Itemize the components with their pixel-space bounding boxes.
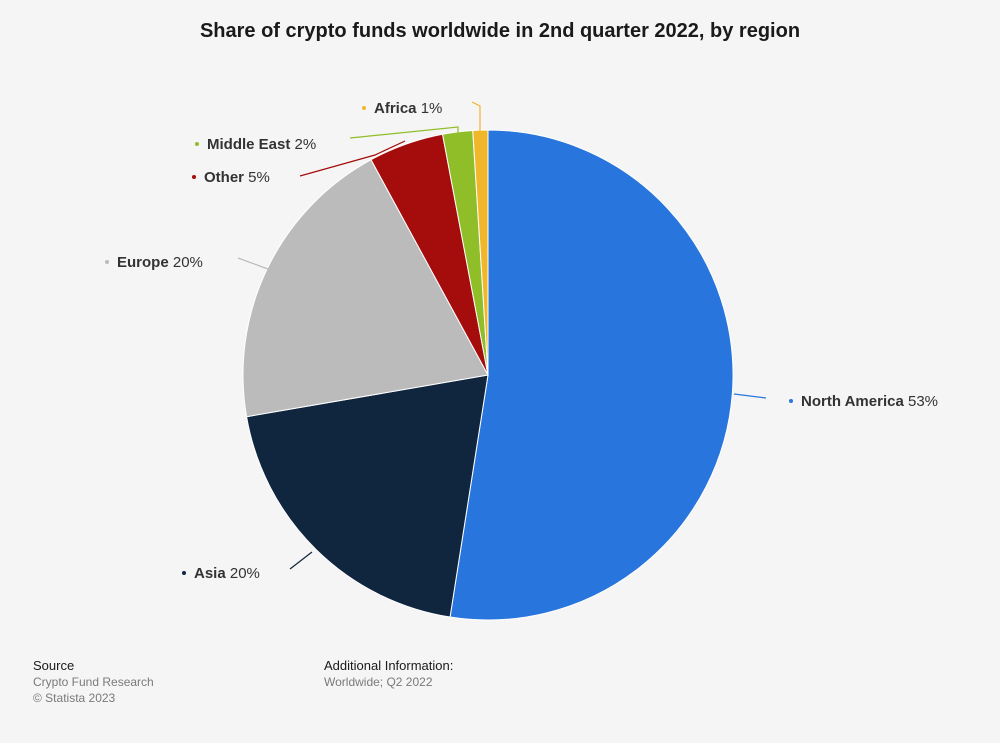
data-label-name: North America xyxy=(801,393,904,410)
data-label-name: Europe xyxy=(117,254,169,271)
legend-dot-other xyxy=(192,175,196,179)
data-label-value: 2% xyxy=(290,136,316,153)
pie-slice-north-america[interactable] xyxy=(449,129,734,621)
data-label-africa: Africa 1% xyxy=(374,100,442,117)
additional-info-block: Additional Information: Worldwide; Q2 20… xyxy=(324,658,453,690)
pie-slice-asia[interactable] xyxy=(246,374,489,618)
copyright-text: © Statista 2023 xyxy=(33,691,116,705)
data-label-value: 53% xyxy=(904,393,938,410)
leader-line-africa xyxy=(471,101,481,131)
source-heading: Source xyxy=(33,658,75,673)
data-label-value: 5% xyxy=(244,169,270,186)
legend-dot-middle-east xyxy=(195,142,199,146)
data-label-value: 20% xyxy=(169,254,203,271)
leader-line-middle-east xyxy=(349,126,459,139)
data-label-north-america: North America 53% xyxy=(801,393,938,410)
source-block: Source Crypto Fund Research © Statista 2… xyxy=(33,658,154,706)
data-label-middle-east: Middle East 2% xyxy=(207,136,316,153)
data-label-value: 1% xyxy=(417,100,443,117)
data-label-europe: Europe 20% xyxy=(117,254,203,271)
source-text[interactable]: Crypto Fund Research xyxy=(33,675,154,689)
data-label-name: Asia xyxy=(194,565,226,582)
data-label-asia: Asia 20% xyxy=(194,565,260,582)
legend-dot-africa xyxy=(362,106,366,110)
legend-dot-asia xyxy=(182,571,186,575)
leader-line-north-america xyxy=(733,393,767,399)
leader-line-asia xyxy=(289,551,313,570)
legend-dot-north-america xyxy=(789,399,793,403)
legend-dot-europe xyxy=(105,260,109,264)
additional-info-text: Worldwide; Q2 2022 xyxy=(324,675,433,689)
data-label-name: Other xyxy=(204,169,244,186)
additional-info-heading: Additional Information: xyxy=(324,658,454,673)
leader-line-europe xyxy=(237,257,269,270)
data-label-name: Middle East xyxy=(207,136,290,153)
data-label-name: Africa xyxy=(374,100,417,117)
data-label-value: 20% xyxy=(226,565,260,582)
data-label-other: Other 5% xyxy=(204,169,270,186)
leader-line-other xyxy=(299,140,406,177)
chart-title: Share of crypto funds worldwide in 2nd q… xyxy=(199,20,801,42)
